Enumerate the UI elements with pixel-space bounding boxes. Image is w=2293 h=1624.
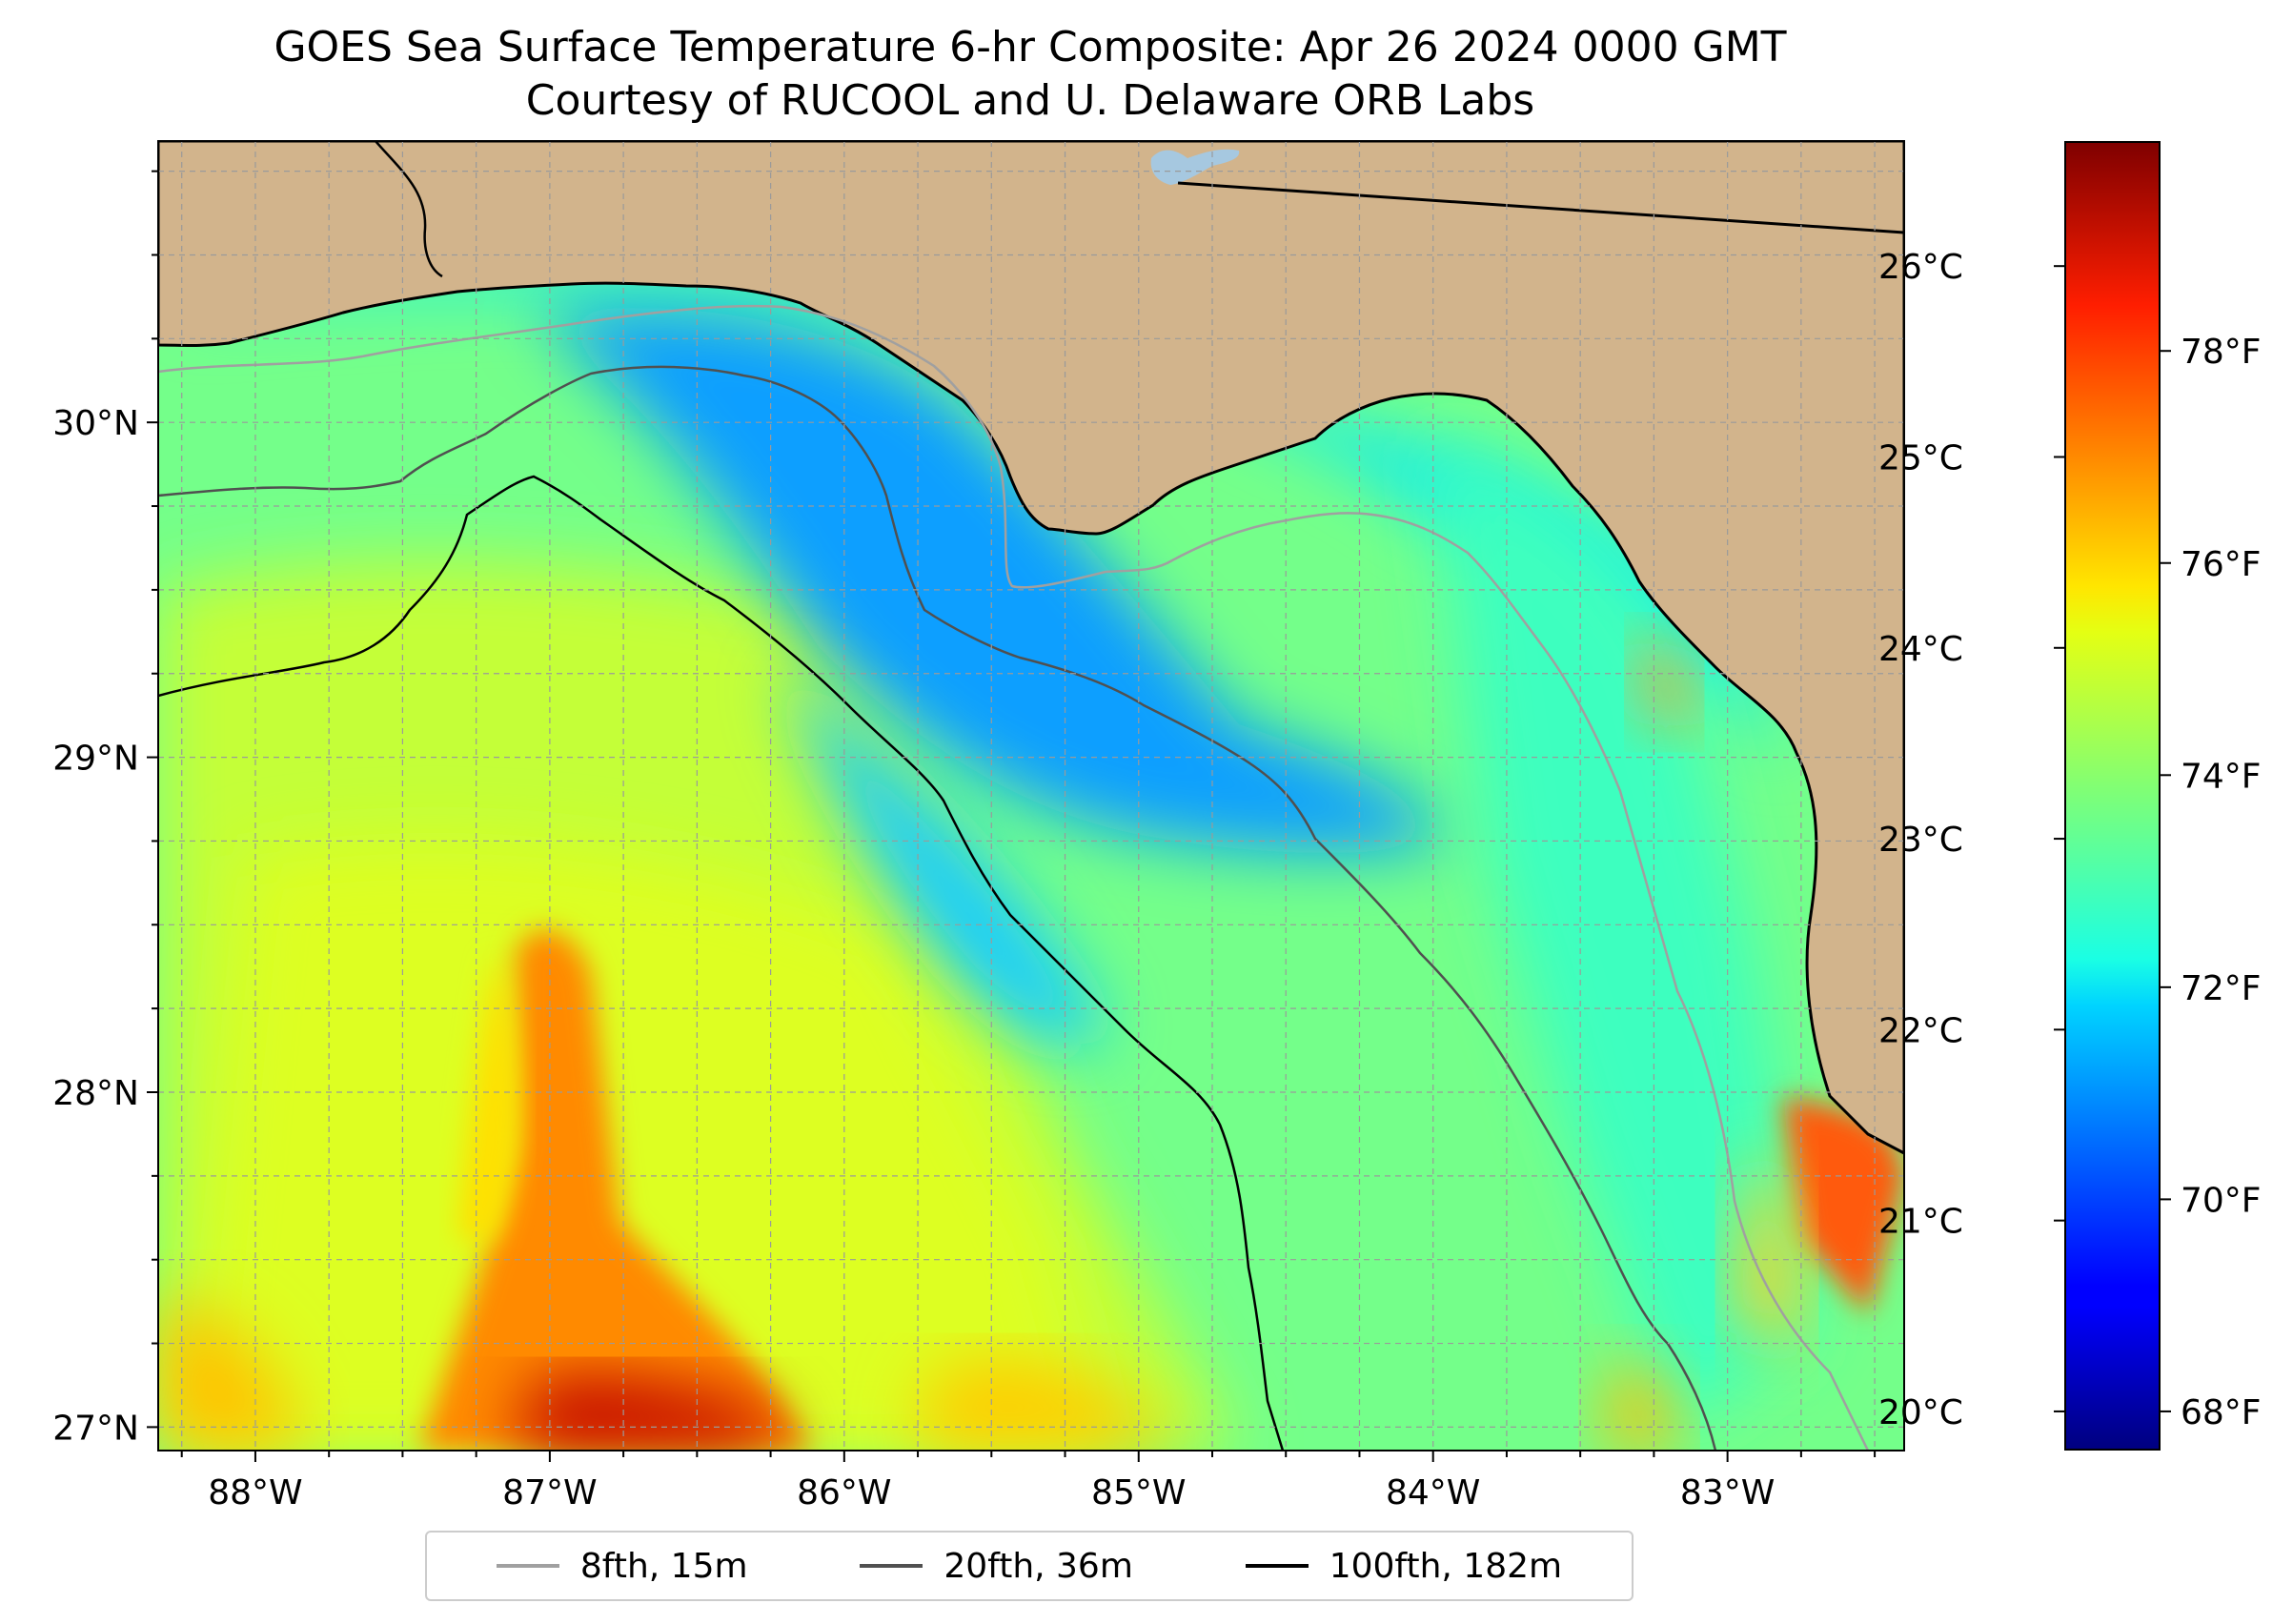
celsius-tick-label: 22°C xyxy=(1878,1011,1963,1050)
legend-label-20fth: 20fth, 36m xyxy=(944,1546,1133,1586)
fahrenheit-tick-label: 74°F xyxy=(2181,757,2262,796)
colorbar: 20°C 21°C 22°C 23°C 24°C 25°C 26°C 68°F 70°F 72°F… xyxy=(1878,141,2262,1451)
lon-tick-label: 88°W xyxy=(208,1473,302,1512)
celsius-tick-label: 23°C xyxy=(1878,821,1963,860)
legend-item-20fth: 20fth, 36m xyxy=(860,1547,1133,1586)
map-subtitle: Courtesy of RUCOOL and U. Delaware ORB L… xyxy=(525,76,1535,125)
northern-land xyxy=(158,141,1904,1155)
fahrenheit-tick-label: 68°F xyxy=(2181,1393,2262,1432)
colorbar-gradient xyxy=(2064,141,2161,1451)
colorbar-ticks: 20°C 21°C 22°C 23°C 24°C 25°C 26°C 68°F 70°F 72°F… xyxy=(1878,248,2262,1432)
fahrenheit-tick-label: 76°F xyxy=(2181,545,2262,584)
isobath-20fth xyxy=(158,365,1717,1451)
map-title: GOES Sea Surface Temperature 6-hr Compos… xyxy=(274,23,1787,71)
isobath-8fth xyxy=(158,304,1870,1451)
isobath-100fth xyxy=(158,475,1285,1451)
legend-item-8fth: 8fth, 15m xyxy=(496,1546,748,1586)
map-axis-ticks: 88°W 87°W 86°W 85°W 84°W 83°W 30°N 29°N 28°N 27°N xyxy=(52,170,1877,1512)
lake xyxy=(1150,149,1240,185)
legend-swatch-8fth xyxy=(496,1564,559,1568)
lat-tick-label: 29°N xyxy=(52,740,139,779)
legend-label-100fth: 100fth, 182m xyxy=(1329,1546,1563,1586)
celsius-tick-label: 24°C xyxy=(1878,630,1963,669)
celsius-tick-label: 21°C xyxy=(1878,1203,1963,1242)
legend-item-100fth: 100fth, 182m xyxy=(1245,1546,1563,1586)
lon-tick-label: 87°W xyxy=(502,1473,597,1512)
fahrenheit-tick-label: 72°F xyxy=(2181,969,2262,1008)
sst-field-features xyxy=(158,265,1904,1451)
lat-tick-label: 30°N xyxy=(52,404,139,443)
celsius-tick-label: 20°C xyxy=(1878,1393,1963,1432)
gridlines xyxy=(158,141,1904,1451)
state-boundary xyxy=(1177,181,1904,234)
celsius-tick-label: 25°C xyxy=(1878,438,1963,477)
lat-tick-label: 27°N xyxy=(52,1409,139,1448)
lon-tick-label: 86°W xyxy=(797,1473,891,1512)
isobaths xyxy=(158,304,1870,1451)
lon-tick-label: 83°W xyxy=(1680,1473,1775,1512)
legend-swatch-100fth xyxy=(1245,1564,1309,1568)
legend-swatch-20fth xyxy=(860,1564,923,1568)
fahrenheit-tick-label: 70°F xyxy=(2181,1181,2262,1220)
isobath-legend: 8fth, 15m 20fth, 36m 100fth, 182m xyxy=(425,1531,1634,1601)
lon-tick-label: 85°W xyxy=(1091,1473,1186,1512)
map-frame xyxy=(157,140,1905,1451)
county-line xyxy=(375,141,443,278)
fahrenheit-tick-label: 78°F xyxy=(2181,333,2262,372)
legend-label-8fth: 8fth, 15m xyxy=(579,1546,748,1586)
map-panel xyxy=(158,141,1904,1451)
land-areas xyxy=(158,141,1904,1155)
lat-tick-label: 28°N xyxy=(52,1074,139,1113)
celsius-tick-label: 26°C xyxy=(1878,248,1963,287)
lon-tick-label: 84°W xyxy=(1386,1473,1480,1512)
